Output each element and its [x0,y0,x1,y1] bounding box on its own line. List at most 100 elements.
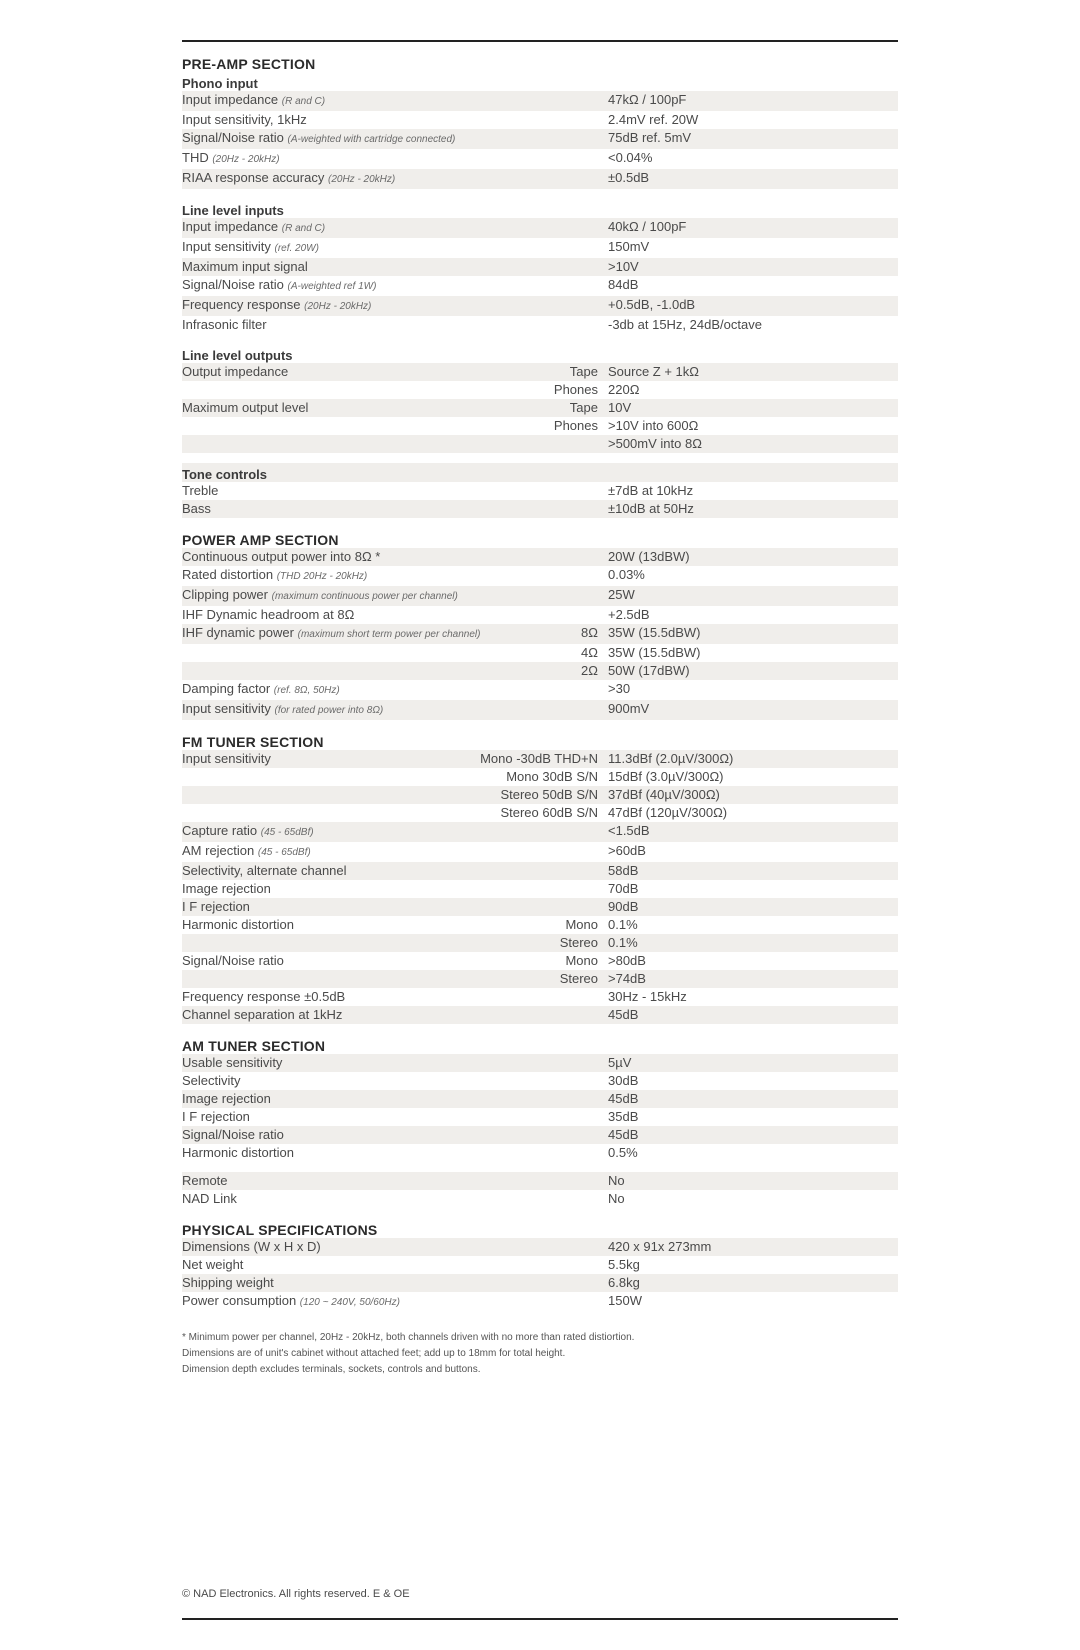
spec-value: 47dBf (120µV/300Ω) [608,804,898,822]
spec-label: Rated distortion (THD 20Hz - 20kHz) [182,566,508,586]
spec-sublabel: Stereo [508,934,608,952]
top-rule [182,40,898,42]
spec-row: IHF dynamic power (maximum short term po… [182,624,898,644]
spec-value: 2.4mV ref. 20W [608,111,898,129]
spec-row: Signal/Noise ratio Mono >80dB [182,952,898,970]
spec-row: Image rejection 45dB [182,1090,898,1108]
spec-row: Phones >10V into 600Ω [182,417,898,435]
spec-row: Phones 220Ω [182,381,898,399]
spec-value: No [608,1190,898,1208]
spec-sublabel: Mono [508,916,608,934]
spec-value: 35dB [608,1108,898,1126]
spec-value: 30dB [608,1072,898,1090]
spec-value: 0.1% [608,916,898,934]
spec-value: 900mV [608,700,898,718]
spec-row: Clipping power (maximum continuous power… [182,586,898,606]
spec-value: >74dB [608,970,898,988]
spec-value: 25W [608,586,898,604]
spec-value: >80dB [608,952,898,970]
spec-value: -3db at 15Hz, 24dB/octave [608,316,898,334]
spec-value: >60dB [608,842,898,860]
spec-value: 35W (15.5dBW) [608,644,898,662]
spec-value: >500mV into 8Ω [608,435,898,453]
spec-row: Signal/Noise ratio (A-weighted with cart… [182,129,898,149]
spec-value: >10V into 600Ω [608,417,898,435]
spec-sublabel: Phones [508,417,608,435]
spec-sublabel: Tape [508,363,608,381]
spec-row: Input sensitivity, 1kHz 2.4mV ref. 20W [182,111,898,129]
spec-value: ±0.5dB [608,169,898,187]
spec-row: Stereo 50dB S/N 37dBf (40µV/300Ω) [182,786,898,804]
spec-row: Frequency response ±0.5dB 30Hz - 15kHz [182,988,898,1006]
spec-value: 20W (13dBW) [608,548,898,566]
footnote-line: Dimensions are of unit's cabinet without… [182,1346,898,1362]
spec-label: Signal/Noise ratio [182,952,508,970]
spec-value: 45dB [608,1006,898,1024]
spec-row: Selectivity 30dB [182,1072,898,1090]
subsection-title-phono: Phono input [182,72,898,91]
spec-sheet-page: PRE-AMP SECTION Phono input Input impeda… [0,0,1080,1650]
spec-value: 150W [608,1292,898,1310]
spec-row: Maximum output level Tape 10V [182,399,898,417]
spec-row: 4Ω 35W (15.5dBW) [182,644,898,662]
spec-row: Remote No [182,1172,898,1190]
subsection-title-line-out: Line level outputs [182,344,898,363]
spec-row: Continuous output power into 8Ω * 20W (1… [182,548,898,566]
spec-label: Infrasonic filter [182,316,508,334]
spec-label: I F rejection [182,898,508,916]
spec-label: Maximum input signal [182,258,508,276]
spec-value: +2.5dB [608,606,898,624]
spec-value: >30 [608,680,898,698]
footnotes: * Minimum power per channel, 20Hz - 20kH… [182,1330,898,1378]
spec-row: >500mV into 8Ω [182,435,898,453]
spec-label: Continuous output power into 8Ω * [182,548,508,566]
spec-row: Stereo 0.1% [182,934,898,952]
spec-row: Output impedance Tape Source Z + 1kΩ [182,363,898,381]
spec-label: Input sensitivity (ref. 20W) [182,238,508,258]
section-title-am: AM TUNER SECTION [182,1034,898,1054]
spec-row: Capture ratio (45 - 65dBf) <1.5dB [182,822,898,842]
spec-value: 0.5% [608,1144,898,1162]
spec-label: Input impedance (R and C) [182,91,508,111]
spacer [182,1162,898,1172]
spec-value: No [608,1172,898,1190]
spec-sublabel: Mono -30dB THD+N [428,750,608,768]
spec-value: 30Hz - 15kHz [608,988,898,1006]
spec-row: IHF Dynamic headroom at 8Ω +2.5dB [182,606,898,624]
spec-value: 50W (17dBW) [608,662,898,680]
spec-label: Power consumption (120 ~ 240V, 50/60Hz) [182,1292,508,1312]
spec-row: THD (20Hz - 20kHz) <0.04% [182,149,898,169]
spec-sublabel: Mono 30dB S/N [428,768,608,786]
spec-row: Power consumption (120 ~ 240V, 50/60Hz) … [182,1292,898,1312]
spec-label: Frequency response (20Hz - 20kHz) [182,296,508,316]
spec-label: Input impedance (R and C) [182,218,508,238]
spec-label: IHF dynamic power (maximum short term po… [182,624,508,644]
copyright-line: © NAD Electronics. All rights reserved. … [182,1588,898,1600]
spacer [182,518,898,528]
spec-value: 15dBf (3.0µV/300Ω) [608,768,898,786]
spec-value: 420 x 91x 273mm [608,1238,898,1256]
spec-label: IHF Dynamic headroom at 8Ω [182,606,508,624]
spec-row: 2Ω 50W (17dBW) [182,662,898,680]
spec-row: Signal/Noise ratio 45dB [182,1126,898,1144]
spec-row: Bass ±10dB at 50Hz [182,500,898,518]
spec-value: 10V [608,399,898,417]
spec-label: Input sensitivity, 1kHz [182,111,508,129]
spec-label: Treble [182,482,508,500]
section-title-preamp: PRE-AMP SECTION [182,52,898,72]
spec-value: 45dB [608,1126,898,1144]
spec-row: AM rejection (45 - 65dBf) >60dB [182,842,898,862]
spec-row: I F rejection 35dB [182,1108,898,1126]
spec-label: Remote [182,1172,508,1190]
spec-sublabel: Stereo 60dB S/N [428,804,608,822]
subsection-title-tone: Tone controls [182,463,898,482]
spec-value: 75dB ref. 5mV [608,129,898,147]
spec-sublabel: Mono [508,952,608,970]
spec-label: THD (20Hz - 20kHz) [182,149,508,169]
spec-sublabel: Tape [508,399,608,417]
spacer [182,189,898,199]
spec-row: Infrasonic filter -3db at 15Hz, 24dB/oct… [182,316,898,334]
spec-row: Maximum input signal >10V [182,258,898,276]
spec-label: Selectivity, alternate channel [182,862,508,880]
spec-sublabel: Stereo 50dB S/N [428,786,608,804]
